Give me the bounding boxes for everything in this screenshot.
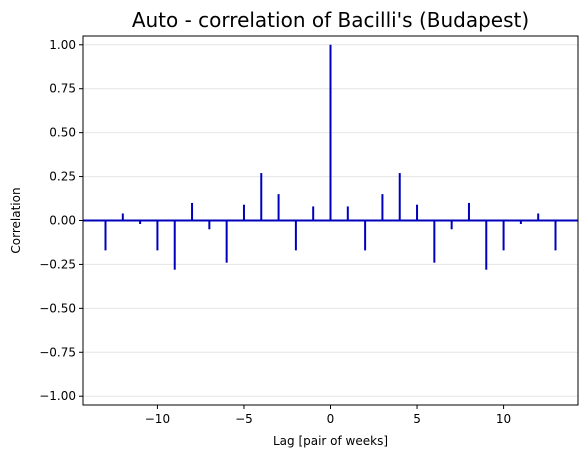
- y-tick-label: −1.00: [39, 389, 76, 403]
- y-tick-label: −0.75: [39, 345, 76, 359]
- x-axis-label: Lag [pair of weeks]: [273, 434, 388, 448]
- x-tick-label: −5: [235, 412, 253, 426]
- y-tick-label: −0.25: [39, 257, 76, 271]
- x-tick-label: −10: [145, 412, 170, 426]
- chart-title: Auto - correlation of Bacilli's (Budapes…: [132, 8, 529, 32]
- y-tick-label: 0.75: [49, 82, 76, 96]
- x-tick-label: 0: [327, 412, 335, 426]
- y-tick-label: 0.00: [49, 214, 76, 228]
- y-tick-label: −0.50: [39, 301, 76, 315]
- x-tick-label: 5: [413, 412, 421, 426]
- y-tick-label: 1.00: [49, 38, 76, 52]
- y-tick-label: 0.50: [49, 126, 76, 140]
- x-tick-label: 10: [496, 412, 511, 426]
- y-axis-label: Correlation: [9, 187, 23, 253]
- y-tick-label: 0.25: [49, 170, 76, 184]
- y-axis-ticks: 1.00 0.75 0.50 0.25 0.00 −0.25 −0.50 −0.75 −1.00: [39, 38, 83, 403]
- x-axis-ticks: −10 −5 0 5 10: [145, 405, 511, 426]
